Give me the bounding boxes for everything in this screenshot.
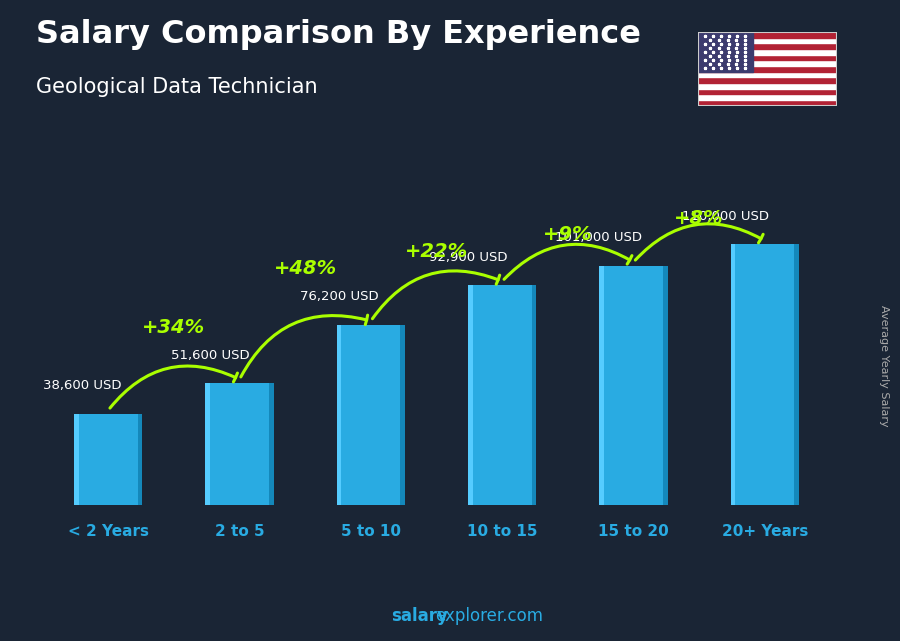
Bar [337, 324, 341, 506]
Bar [698, 83, 837, 88]
Bar [269, 383, 274, 506]
Bar [74, 414, 79, 506]
Bar [698, 32, 837, 38]
Text: +34%: +34% [142, 318, 205, 337]
Bar [138, 414, 142, 506]
Bar [698, 100, 837, 106]
Bar [532, 285, 536, 506]
Text: Salary Comparison By Experience: Salary Comparison By Experience [36, 19, 641, 50]
Bar [698, 44, 837, 49]
Bar [731, 244, 799, 506]
Bar [698, 72, 837, 78]
Bar [698, 49, 837, 54]
Bar [698, 60, 837, 66]
Text: 10 to 15: 10 to 15 [467, 524, 537, 540]
Text: 92,900 USD: 92,900 USD [428, 251, 507, 263]
Text: 76,200 USD: 76,200 USD [300, 290, 379, 303]
Text: 2 to 5: 2 to 5 [215, 524, 265, 540]
Bar [599, 265, 604, 506]
Text: Geological Data Technician: Geological Data Technician [36, 77, 318, 97]
Text: +9%: +9% [543, 225, 592, 244]
Bar [468, 285, 536, 506]
Bar [337, 324, 405, 506]
Text: explorer.com: explorer.com [435, 607, 543, 625]
Text: 110,000 USD: 110,000 USD [682, 210, 770, 223]
Bar [698, 66, 837, 72]
Bar [205, 383, 211, 506]
Bar [794, 244, 799, 506]
Text: < 2 Years: < 2 Years [68, 524, 148, 540]
Bar [731, 244, 735, 506]
Bar [698, 38, 837, 44]
Bar [698, 94, 837, 100]
Text: 101,000 USD: 101,000 USD [554, 231, 642, 244]
Bar [698, 88, 837, 94]
Text: 20+ Years: 20+ Years [722, 524, 808, 540]
Bar [599, 265, 668, 506]
Bar [662, 265, 668, 506]
Text: 38,600 USD: 38,600 USD [42, 379, 122, 392]
Text: +22%: +22% [405, 242, 468, 261]
Bar [698, 32, 753, 72]
Bar [698, 54, 837, 60]
Text: 51,600 USD: 51,600 USD [171, 349, 250, 362]
Bar [74, 414, 142, 506]
Text: 5 to 10: 5 to 10 [341, 524, 400, 540]
Bar [205, 383, 274, 506]
Text: Average Yearly Salary: Average Yearly Salary [878, 304, 889, 426]
Bar [698, 78, 837, 83]
Text: 15 to 20: 15 to 20 [598, 524, 669, 540]
Text: +48%: +48% [274, 258, 337, 278]
Text: +8%: +8% [674, 209, 724, 228]
Text: salary: salary [392, 607, 448, 625]
Bar [468, 285, 472, 506]
Bar [400, 324, 405, 506]
